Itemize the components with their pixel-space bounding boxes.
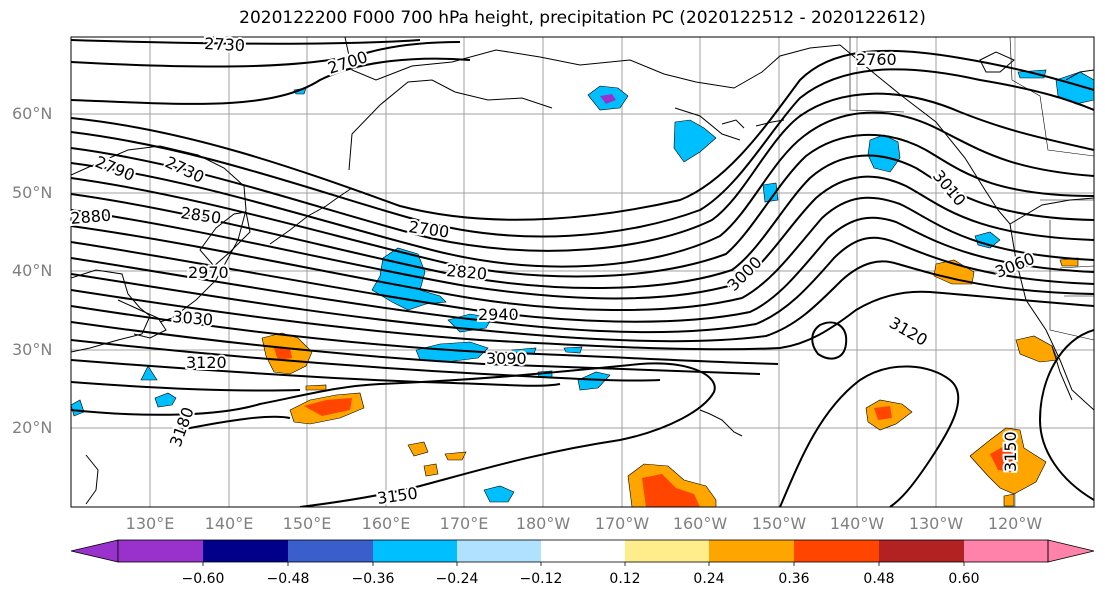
lon-label-180w: 180°W: [515, 514, 571, 533]
precip-negative-region: [673, 119, 717, 163]
precip-positive-region: [990, 444, 1018, 472]
lat-label-20n: 20°N: [12, 418, 53, 437]
lon-label-130w: 130°W: [908, 514, 964, 533]
colorbar-tick-label: −0.60: [181, 571, 225, 587]
colorbar-segment: [288, 540, 373, 562]
precipitation-shading: [71, 69, 1094, 507]
colorbar-segment: [203, 540, 288, 562]
colorbar-extend-high: [1047, 539, 1095, 563]
lat-label-50n: 50°N: [12, 183, 53, 202]
lon-label-150w: 150°W: [751, 514, 807, 533]
precip-positive-region: [305, 384, 327, 391]
precip-negative-region: [140, 365, 158, 381]
colorbar-tick-label: 0.48: [863, 571, 895, 587]
precip-positive-region: [642, 474, 700, 507]
height-contours: [71, 39, 1094, 507]
precip-positive-region: [1015, 335, 1059, 363]
precip-negative-region: [483, 485, 515, 503]
lon-label-150e: 150°E: [282, 514, 332, 533]
lon-label-130e: 130°E: [125, 514, 175, 533]
colorbar-tick-label: −0.24: [435, 571, 479, 587]
colorbar-segment: [457, 540, 541, 562]
precip-negative-region: [762, 182, 779, 203]
lon-label-170w: 170°W: [594, 514, 650, 533]
contour-label: 2970: [188, 263, 229, 282]
colorbar-tick-label: −0.48: [266, 571, 310, 587]
contour-label: 3030: [172, 307, 214, 329]
precip-negative-region: [577, 371, 611, 391]
map-title: 2020122200 F000 700 hPa height, precipit…: [239, 8, 926, 28]
lat-label-30n: 30°N: [12, 340, 53, 359]
colorbar-tick-label: −0.36: [351, 571, 395, 587]
precip-negative-region: [371, 247, 447, 311]
contour-label: 2760: [856, 50, 897, 69]
colorbar-segment: [794, 540, 879, 562]
colorbar-extend-low: [70, 539, 119, 563]
lat-label-60n: 60°N: [12, 104, 53, 123]
precip-positive-region: [423, 463, 439, 477]
colorbar-segment: [118, 540, 203, 562]
precip-positive-region: [444, 451, 467, 461]
colorbar-tick-label: −0.12: [519, 571, 563, 587]
precip-positive-region: [407, 441, 429, 457]
contour-label: 2940: [478, 305, 519, 324]
lon-label-120w: 120°W: [987, 514, 1043, 533]
contour-label: 3120: [186, 353, 227, 372]
precip-negative-region: [600, 94, 616, 104]
colorbar-segment: [625, 540, 709, 562]
colorbar-segment: [541, 540, 625, 562]
contour-label: 2700: [407, 217, 450, 241]
colorbar-segment: [373, 540, 457, 562]
contour-label: 3150: [1001, 431, 1020, 472]
colorbar-tick-label: 0.60: [948, 571, 980, 587]
precip-negative-region: [563, 346, 583, 354]
lon-label-170e: 170°E: [439, 514, 489, 533]
colorbar-tick-label: 0.36: [778, 571, 810, 587]
lon-label-140w: 140°W: [829, 514, 885, 533]
precip-positive-region: [274, 348, 292, 360]
lat-label-40n: 40°N: [12, 261, 53, 280]
colorbar-segment: [964, 540, 1048, 562]
contour-label: 3090: [486, 349, 527, 368]
graticule: [71, 37, 1094, 507]
colorbar-frame: [117, 539, 1049, 563]
precip-positive-region: [874, 406, 892, 420]
lon-label-160w: 160°W: [672, 514, 728, 533]
contour-label: 2820: [446, 261, 488, 283]
precip-negative-region: [154, 392, 177, 408]
lon-label-140e: 140°E: [204, 514, 254, 533]
contour-label: 2730: [204, 34, 246, 55]
colorbar-segment: [709, 540, 794, 562]
precip-positive-region: [1003, 493, 1015, 507]
colorbar-tick-label: 0.12: [609, 571, 641, 587]
precip-negative-region: [974, 231, 1001, 249]
colorbar-tick-label: 0.24: [693, 571, 725, 587]
precip-positive-region: [304, 398, 352, 416]
contour-label: 2880: [70, 206, 112, 228]
colorbar-segment: [879, 540, 964, 562]
map-frame: [70, 36, 1095, 508]
lon-label-160e: 160°E: [361, 514, 411, 533]
colorbar: [70, 539, 1095, 566]
